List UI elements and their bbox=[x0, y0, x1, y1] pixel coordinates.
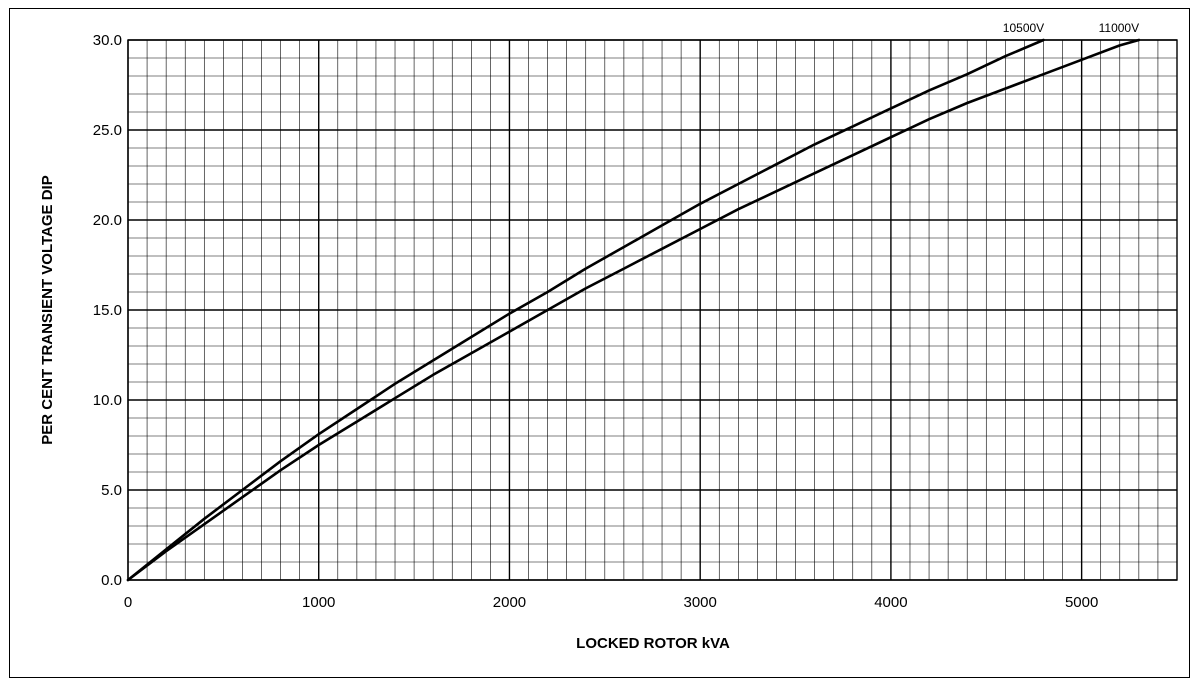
x-tick-label: 2000 bbox=[493, 594, 526, 611]
y-tick-label: 15.0 bbox=[93, 302, 122, 319]
x-tick-label: 0 bbox=[124, 594, 132, 611]
y-tick-label: 30.0 bbox=[93, 32, 122, 49]
y-tick-label: 10.0 bbox=[93, 392, 122, 409]
x-tick-label: 5000 bbox=[1065, 594, 1098, 611]
series-label: 11000V bbox=[1099, 21, 1139, 35]
series-line-11000V bbox=[126, 38, 1141, 582]
series-lines: 10500V 11000V bbox=[126, 21, 1141, 582]
y-tick-label: 0.0 bbox=[101, 572, 122, 589]
y-axis-title: PER CENT TRANSIENT VOLTAGE DIP bbox=[39, 175, 56, 444]
series-line-10500V bbox=[126, 38, 1045, 582]
plot-border bbox=[127, 39, 1178, 581]
x-tick-label: 3000 bbox=[683, 594, 716, 611]
chart-frame bbox=[9, 8, 1190, 678]
x-axis-title: LOCKED ROTOR kVA bbox=[576, 635, 730, 652]
y-tick-label: 20.0 bbox=[93, 212, 122, 229]
y-tick-labels: 0.0 5.0 10.0 15.0 20.0 25.0 30.0 bbox=[93, 32, 122, 589]
x-tick-label: 4000 bbox=[874, 594, 907, 611]
plot-area-border bbox=[127, 39, 1178, 581]
y-tick-label: 5.0 bbox=[101, 482, 122, 499]
x-tick-label: 1000 bbox=[302, 594, 335, 611]
series-label: 10500V bbox=[1003, 21, 1044, 35]
x-tick-labels: 0 1000 2000 3000 4000 5000 bbox=[124, 594, 1098, 611]
y-tick-label: 25.0 bbox=[93, 122, 122, 139]
major-gridlines bbox=[127, 39, 1177, 581]
